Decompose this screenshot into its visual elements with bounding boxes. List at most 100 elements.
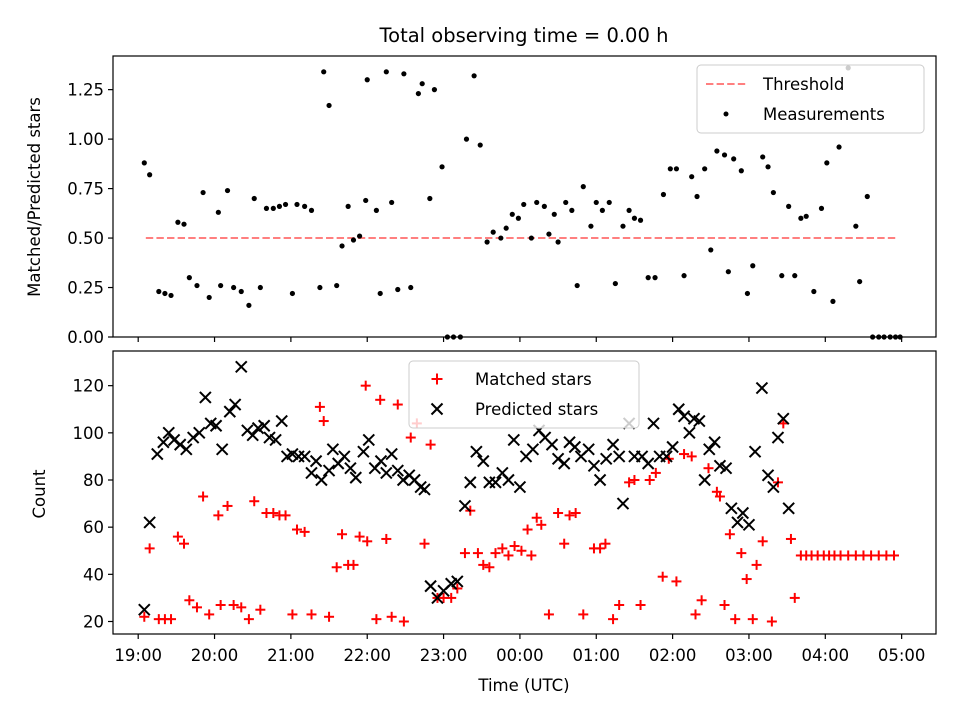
measurement-point: [541, 203, 547, 209]
matched-star-point: [213, 510, 224, 521]
matched-star-point: [608, 614, 619, 625]
matched-star-point: [198, 491, 209, 502]
predicted-star-point: [606, 438, 620, 451]
matched-star-point: [375, 394, 386, 405]
measurement-point: [681, 273, 687, 279]
measurement-point: [599, 207, 605, 213]
measurement-point: [626, 207, 632, 213]
measurement-point: [181, 221, 187, 227]
measurement-point: [401, 71, 407, 77]
measurement-point: [439, 164, 445, 170]
matched-star-point: [696, 595, 707, 606]
matched-star-point: [516, 545, 527, 556]
matched-star-point: [324, 611, 335, 622]
measurement-point: [744, 290, 751, 297]
measurement-point: [218, 282, 224, 289]
matched-star-point: [730, 614, 741, 625]
measurement-point: [708, 247, 714, 253]
measurement-point: [194, 282, 200, 289]
measurement-point: [811, 288, 817, 295]
predicted-star-point: [582, 443, 595, 456]
measurement-point: [798, 215, 804, 221]
matched-star-point: [635, 599, 646, 610]
matched-star-point: [331, 562, 342, 573]
matched-star-point: [522, 524, 533, 535]
measurement-point: [760, 154, 766, 160]
measurement-point: [431, 87, 438, 93]
measurement-point: [231, 284, 237, 291]
matched-star-point: [503, 550, 514, 561]
measurement-point: [830, 298, 836, 304]
bottom-xtick-label: 03:00: [725, 646, 773, 665]
measurement-point: [419, 81, 425, 87]
measurement-point: [389, 199, 395, 206]
measurement-point: [731, 156, 737, 162]
matched-star-point: [736, 548, 747, 559]
measurement-point: [162, 290, 168, 297]
matched-star-point: [291, 524, 302, 535]
predicted-star-point: [666, 440, 679, 454]
predicted-star-point: [138, 603, 151, 616]
measurement-point: [141, 160, 147, 166]
measurement-point: [308, 207, 315, 213]
matched-star-point: [348, 559, 359, 570]
measurement-point: [612, 280, 618, 287]
matched-star-point: [595, 543, 606, 554]
predicted-star-point: [257, 419, 271, 432]
matched-star-point: [719, 599, 730, 610]
bottom-xlabel: Time (UTC): [477, 676, 569, 695]
predicted-star-point: [209, 419, 223, 432]
predicted-star-point: [199, 391, 212, 404]
matched-star-point: [526, 550, 537, 561]
predicted-star-point: [672, 403, 685, 416]
predicted-star-point: [677, 410, 691, 423]
bottom-panel: Count Time (UTC) 20 40 60 80 100 120 19:00 20:…: [30, 350, 937, 695]
top-ylabel: Matched/Predicted stars: [25, 97, 44, 297]
measurement-point: [857, 278, 863, 285]
measurement-point: [270, 205, 276, 211]
measurement-point: [637, 217, 644, 223]
matched-star-point: [392, 399, 403, 410]
measurement-point: [750, 263, 756, 269]
matched-star-point: [371, 614, 382, 625]
matched-star-point: [789, 592, 800, 603]
measurement-point: [168, 292, 174, 299]
bottom-x-ticks: 19:00 20:00 21:00 22:00 23:00 00:00 01:00 02:00…: [114, 634, 925, 665]
predicted-star-point: [777, 412, 790, 425]
predicted-star-point: [502, 473, 515, 487]
matched-star-point: [255, 604, 266, 615]
predicted-star-point: [151, 447, 164, 461]
legend-matched-swatch: [431, 373, 443, 385]
matched-star-point: [757, 536, 768, 547]
predicted-star-point: [557, 457, 571, 470]
measurement-point: [555, 239, 561, 245]
predicted-star-point: [599, 452, 613, 465]
measurement-point: [257, 284, 263, 291]
matched-star-point: [766, 616, 777, 627]
matched-star-point: [236, 602, 247, 613]
matched-star-point: [785, 533, 796, 544]
measurement-point: [721, 152, 728, 158]
measurement-point: [302, 203, 308, 209]
predicted-star-point: [693, 414, 706, 428]
matched-star-point: [543, 609, 554, 620]
bottom-xtick-label: 02:00: [649, 646, 697, 665]
bottom-xtick-label: 21:00: [267, 646, 315, 665]
measurement-point: [546, 231, 552, 237]
measurement-point: [373, 207, 379, 213]
predicted-star-point: [736, 506, 750, 520]
bottom-ytick-label: 120: [73, 377, 105, 396]
bottom-xtick-label: 19:00: [114, 646, 162, 665]
measurement-point: [215, 209, 221, 215]
measurement-point: [339, 243, 345, 249]
measurement-point: [395, 286, 401, 293]
measurement-point: [853, 223, 859, 229]
top-ytick-label: 0.00: [67, 328, 104, 347]
measurement-point: [714, 148, 720, 154]
predicted-star-point: [162, 426, 175, 440]
measurement-point: [282, 201, 289, 208]
matched-star-point: [204, 609, 215, 620]
bottom-xtick-label: 00:00: [496, 646, 544, 665]
measurement-point: [515, 215, 521, 221]
matched-star-point: [741, 574, 752, 585]
